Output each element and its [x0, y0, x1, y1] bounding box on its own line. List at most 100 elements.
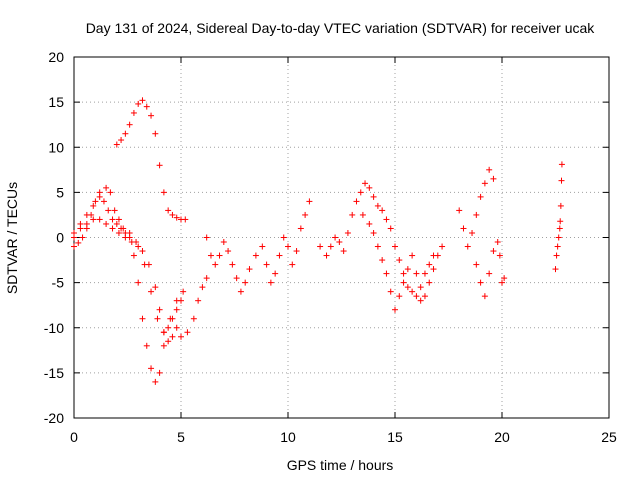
data-point [404, 284, 411, 291]
data-point [165, 324, 172, 331]
data-point [477, 279, 484, 286]
data-point [90, 202, 97, 209]
data-point [387, 288, 394, 295]
data-point [152, 284, 159, 291]
data-point [90, 216, 97, 223]
data-point [486, 270, 493, 277]
data-point [464, 243, 471, 250]
data-point [486, 166, 493, 173]
x-tick-label: 20 [494, 429, 510, 445]
data-point [481, 180, 488, 187]
data-point [396, 293, 403, 300]
data-point [115, 216, 122, 223]
data-point [353, 198, 360, 205]
data-point [103, 220, 110, 227]
data-point [130, 252, 137, 259]
data-point [413, 270, 420, 277]
data-point [182, 216, 189, 223]
data-point [555, 234, 562, 241]
data-point [173, 297, 180, 304]
data-point [156, 162, 163, 169]
data-point [122, 234, 129, 241]
data-point [107, 189, 114, 196]
data-point [135, 100, 142, 107]
data-point [409, 288, 416, 295]
data-point [169, 333, 176, 340]
data-point [103, 184, 110, 191]
data-point [336, 239, 343, 246]
data-point [332, 234, 339, 241]
data-point [79, 234, 86, 241]
data-point [75, 239, 82, 246]
data-point [207, 252, 214, 259]
data-point [400, 270, 407, 277]
data-point [135, 279, 142, 286]
data-point [156, 369, 163, 376]
data-point [203, 275, 210, 282]
x-tick-label: 0 [70, 429, 78, 445]
data-point [558, 161, 565, 168]
data-point [379, 257, 386, 264]
data-point [148, 365, 155, 372]
x-axis-label: GPS time / hours [287, 457, 394, 473]
data-point [143, 103, 150, 110]
data-point [152, 378, 159, 385]
data-point [246, 266, 253, 273]
data-point [349, 211, 356, 218]
data-points [71, 97, 565, 385]
x-tick-label: 5 [177, 429, 185, 445]
data-point [135, 243, 142, 250]
data-point [109, 225, 116, 232]
data-point [481, 293, 488, 300]
data-point [167, 315, 174, 322]
data-point [160, 189, 167, 196]
data-point [374, 243, 381, 250]
data-point [120, 225, 127, 232]
data-point [404, 266, 411, 273]
data-point [285, 243, 291, 250]
data-point [220, 239, 227, 246]
data-point [392, 243, 398, 250]
x-tick-label: 15 [387, 429, 403, 445]
data-point [105, 207, 112, 214]
y-tick-label: 15 [48, 94, 64, 110]
data-point [558, 177, 565, 184]
data-point [499, 279, 505, 286]
data-point [430, 252, 437, 259]
data-point [496, 252, 503, 259]
data-point [383, 216, 390, 223]
data-point [556, 225, 563, 232]
data-point [173, 214, 180, 221]
data-point [113, 141, 120, 148]
data-point [426, 261, 433, 268]
data-point [96, 216, 103, 223]
data-point [156, 306, 163, 313]
data-point [379, 207, 386, 214]
data-point [77, 225, 84, 232]
data-point [96, 193, 103, 200]
data-point [154, 315, 161, 322]
data-point [83, 220, 90, 227]
data-point [477, 193, 484, 200]
data-point [417, 284, 424, 291]
data-point [180, 288, 187, 295]
data-point [113, 220, 120, 227]
data-point [165, 207, 172, 214]
data-point [426, 279, 433, 286]
data-point [383, 270, 390, 277]
data-point [242, 279, 249, 286]
data-point [276, 252, 283, 259]
data-point [272, 270, 279, 277]
data-point [469, 229, 476, 236]
data-point [267, 279, 274, 286]
data-point [557, 218, 564, 225]
data-point [400, 279, 407, 286]
data-point [184, 329, 191, 336]
data-point [173, 306, 180, 313]
data-point [212, 261, 219, 268]
data-point [229, 261, 236, 268]
data-point [237, 288, 244, 295]
data-point [359, 211, 366, 218]
data-point [413, 293, 420, 300]
data-point [130, 109, 137, 116]
